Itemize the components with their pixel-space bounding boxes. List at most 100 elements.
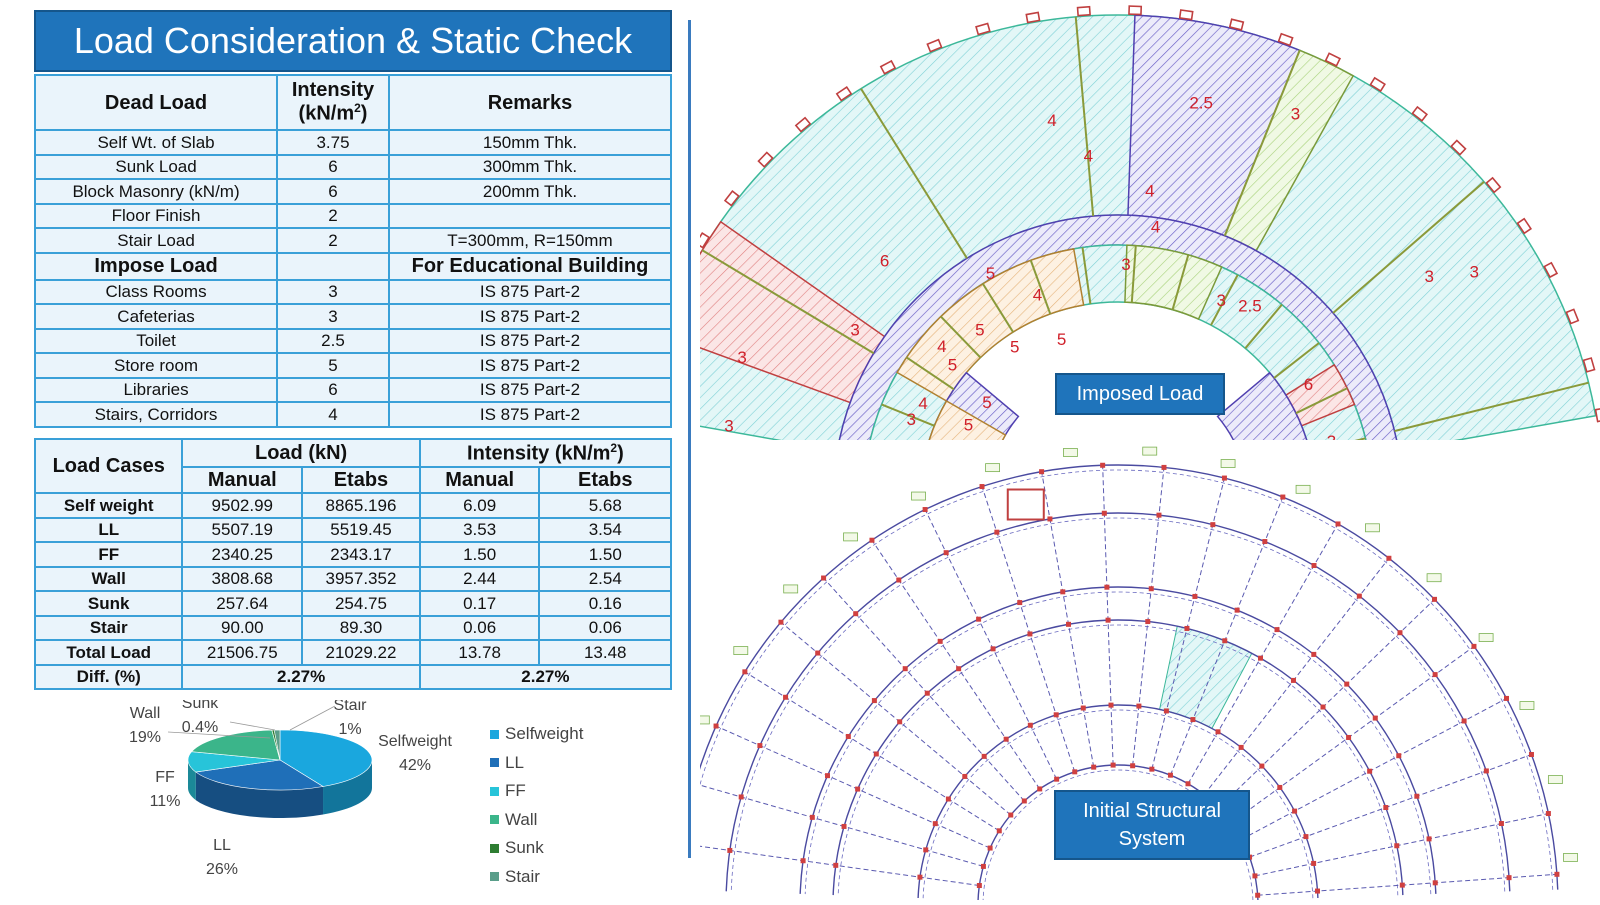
partition-wall — [1273, 342, 1320, 379]
partition-wall — [1074, 16, 1095, 217]
impose-load-row-cell: 6 — [276, 376, 390, 403]
radial-beam — [1132, 467, 1165, 766]
dead-load-row-cell — [387, 202, 673, 229]
impose-load-row-cell: Cafeterias — [33, 303, 279, 330]
beam-arc-dashed — [700, 469, 1554, 890]
radial-beam — [1102, 465, 1114, 766]
column-node — [1039, 469, 1045, 475]
impose-load-row-cell: IS 875 Part-2 — [387, 352, 673, 379]
column-node — [917, 874, 923, 880]
column-node — [1104, 584, 1110, 590]
impose-load-row-cell: Toilet — [33, 327, 279, 354]
column-node — [980, 863, 986, 869]
column-node — [1311, 563, 1317, 569]
partition-wall — [860, 88, 968, 259]
dead-load-row-cell: Self Wt. of Slab — [33, 129, 279, 156]
column-node — [1432, 596, 1438, 602]
beam-arc — [725, 512, 1511, 892]
beam-arc-dashed — [837, 624, 1399, 896]
column-node — [981, 753, 987, 759]
store-room-lower — [928, 399, 1007, 440]
column-node — [1320, 704, 1326, 710]
vertical-divider — [688, 20, 691, 858]
column-node — [727, 847, 733, 853]
column-node — [1072, 769, 1078, 775]
legend-swatch — [490, 729, 499, 739]
zone-load-label: 2.5 — [1238, 297, 1262, 316]
dead-load-row: Self Wt. of Slab 3.75 150mm Thk. — [33, 129, 673, 156]
beam-arc — [799, 586, 1437, 894]
partition-wall — [1130, 245, 1137, 303]
column-node — [1383, 805, 1389, 811]
load-case-row-cell: 254.75 — [301, 590, 421, 617]
column-node — [1372, 715, 1378, 721]
load-case-row-cell: 3957.352 — [301, 565, 421, 592]
dead-load-row-cell: Stair Load — [33, 227, 279, 254]
column-node — [871, 698, 877, 704]
load-distribution-pie-chart: Selfweight 42% LL 26% FF 11% Wall 19% Sunk 0.4% St… — [120, 695, 600, 900]
column-node — [1161, 464, 1167, 470]
column-node — [1167, 772, 1173, 778]
zone-load-label: 3 — [1291, 104, 1300, 123]
column-node — [932, 821, 938, 827]
partition-wall — [982, 283, 1014, 333]
pie-data-label: 1% — [338, 721, 361, 738]
load-case-row-cell: 5.68 — [538, 492, 672, 519]
header-intensity-unit: (kN/m — [298, 102, 355, 125]
column-node — [1386, 555, 1392, 561]
column-marker — [975, 22, 991, 36]
legend-item: Selfweight — [490, 720, 583, 749]
impose-load-row: Class Rooms 3 IS 875 Part-2 — [33, 278, 673, 305]
column-node — [922, 507, 928, 513]
column-node — [1483, 768, 1489, 774]
column-node — [1027, 722, 1033, 728]
section-tag — [733, 646, 749, 655]
column-node — [1426, 836, 1432, 842]
column-node — [1215, 729, 1221, 735]
header-intensity-sup2: 2 — [610, 441, 618, 456]
column-node — [1091, 764, 1097, 770]
zone-load-label: 5 — [1057, 330, 1066, 349]
column-node — [1303, 834, 1309, 840]
pie-slice-side — [188, 760, 196, 801]
pie-data-label: 0.4% — [182, 719, 218, 736]
zone-load-label: 4 — [937, 337, 946, 356]
load-case-row: LL 5507.19 5519.45 3.53 3.54 — [33, 516, 672, 543]
column-node — [1315, 888, 1321, 894]
column-node — [1185, 781, 1191, 787]
partition-wall — [881, 403, 935, 427]
impose-load-intensity — [276, 251, 390, 281]
load-case-row-cell: 0.06 — [538, 614, 672, 641]
column-node — [1471, 643, 1477, 649]
column-marker — [835, 85, 853, 102]
column-node — [1047, 516, 1053, 522]
impose-load-row-cell: Stairs, Corridors — [33, 401, 279, 428]
column-node — [1105, 617, 1111, 623]
column-node — [815, 650, 821, 656]
column-node — [1394, 843, 1400, 849]
impose-load-title: Impose Load — [33, 251, 279, 281]
column-marker — [1128, 5, 1143, 16]
load-case-row: Self weight 9502.99 8865.196 6.09 5.68 — [33, 492, 672, 519]
zone-load-label: 5 — [948, 356, 957, 375]
impose-load-row: Toilet 2.5 IS 875 Part-2 — [33, 327, 673, 354]
load-case-row-cell: 3808.68 — [181, 565, 304, 592]
column-marker — [1565, 308, 1580, 325]
load-case-row-cell: 6.09 — [418, 492, 541, 519]
load-case-row-cell: 90.00 — [181, 614, 304, 641]
column-node — [1163, 708, 1169, 714]
dead-load-row-cell: 2 — [276, 202, 390, 229]
load-case-row-cell: 9502.99 — [181, 492, 304, 519]
column-node — [897, 719, 903, 725]
column-node — [1277, 784, 1283, 790]
pie-data-label: Wall — [130, 705, 161, 722]
column-node — [1101, 510, 1107, 516]
column-node — [1335, 521, 1341, 527]
load-case-row-cell: 2343.17 — [301, 541, 421, 568]
column-node — [1498, 820, 1504, 826]
pie-data-label: FF — [155, 769, 175, 786]
column-marker — [926, 38, 943, 53]
load-case-row: Wall 3808.68 3957.352 2.44 2.54 — [33, 565, 672, 592]
impose-load-row: Store room 5 IS 875 Part-2 — [33, 352, 673, 379]
